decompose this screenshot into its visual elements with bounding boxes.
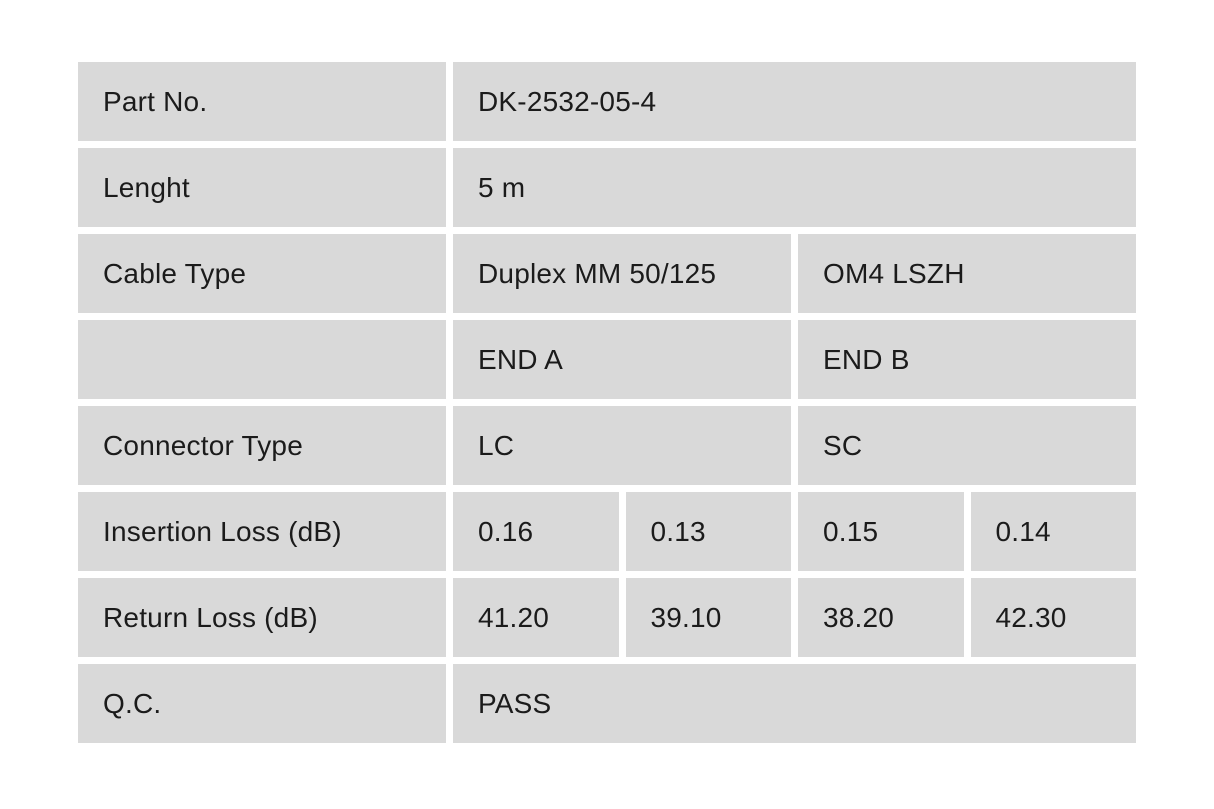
cable-type-value-a: Duplex MM 50/125	[453, 234, 791, 313]
insertion-loss-b2: 0.14	[970, 492, 1136, 571]
cable-type-label: Cable Type	[78, 234, 446, 313]
return-loss-a2: 39.10	[625, 578, 791, 657]
connector-type-end-b: SC	[798, 406, 1136, 485]
spec-table: Part No. DK-2532-05-4 Lenght 5 m Cable T…	[78, 62, 1136, 743]
part-no-value: DK-2532-05-4	[453, 62, 1136, 141]
length-value: 5 m	[453, 148, 1136, 227]
return-loss-b2: 42.30	[970, 578, 1136, 657]
cable-type-value-b: OM4 LSZH	[798, 234, 1136, 313]
part-no-label: Part No.	[78, 62, 446, 141]
end-b-header: END B	[798, 320, 1136, 399]
return-loss-label: Return Loss (dB)	[78, 578, 446, 657]
connector-type-end-a: LC	[453, 406, 791, 485]
insertion-loss-label: Insertion Loss (dB)	[78, 492, 446, 571]
insertion-loss-a1: 0.16	[453, 492, 619, 571]
insertion-loss-a2: 0.13	[625, 492, 791, 571]
qc-label: Q.C.	[78, 664, 446, 743]
connector-type-label: Connector Type	[78, 406, 446, 485]
end-header-spacer	[78, 320, 446, 399]
return-loss-b1: 38.20	[798, 578, 964, 657]
insertion-loss-b1: 0.15	[798, 492, 964, 571]
qc-value: PASS	[453, 664, 1136, 743]
end-a-header: END A	[453, 320, 791, 399]
return-loss-a1: 41.20	[453, 578, 619, 657]
length-label: Lenght	[78, 148, 446, 227]
